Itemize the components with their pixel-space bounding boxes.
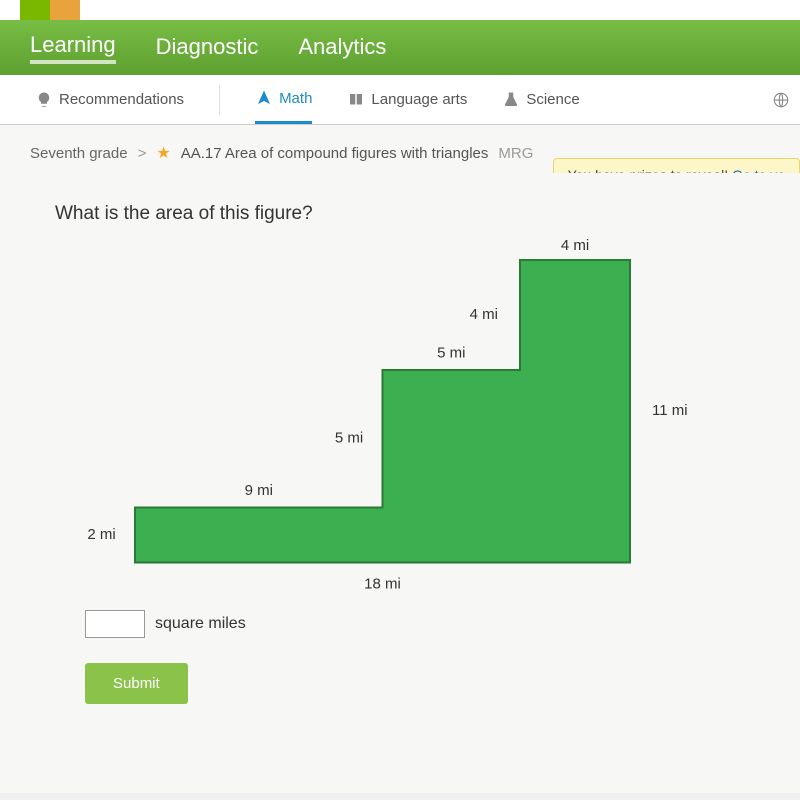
compass-icon	[255, 89, 273, 107]
content-area: What is the area of this figure? 4 mi 4 m…	[0, 173, 800, 793]
compound-figure: 4 mi4 mi5 mi11 mi5 mi9 mi2 mi18 mi	[105, 250, 665, 590]
subnav-math-label: Math	[279, 90, 312, 107]
subnav-recommendations[interactable]: Recommendations	[35, 75, 184, 124]
dimension-label: 5 mi	[335, 430, 363, 447]
globe-icon	[772, 91, 790, 109]
dimension-label: 4 mi	[561, 237, 589, 254]
subnav-science[interactable]: Science	[502, 75, 579, 124]
submit-button[interactable]: Submit	[85, 663, 188, 704]
dimension-label: 5 mi	[437, 344, 465, 361]
subnav-more[interactable]	[772, 75, 790, 124]
nav-analytics[interactable]: Analytics	[298, 34, 386, 62]
nav-diagnostic[interactable]: Diagnostic	[156, 34, 259, 62]
logo-fragment	[20, 0, 80, 20]
subnav-language-arts-label: Language arts	[371, 91, 467, 108]
star-icon: ★	[156, 143, 170, 163]
lightbulb-icon	[35, 91, 53, 109]
flask-icon	[502, 91, 520, 109]
subnav-language-arts[interactable]: Language arts	[347, 75, 467, 124]
chevron-icon: >	[138, 145, 147, 162]
dimension-label: 9 mi	[245, 482, 273, 499]
nav-learning[interactable]: Learning	[30, 32, 116, 64]
figure-area: 4 mi4 mi5 mi11 mi5 mi9 mi2 mi18 mi	[105, 250, 665, 590]
dimension-label: 2 mi	[87, 526, 115, 543]
book-icon	[347, 91, 365, 109]
subnav-math[interactable]: Math	[255, 75, 312, 124]
subnav-recommendations-label: Recommendations	[59, 91, 184, 108]
answer-input[interactable]	[85, 610, 145, 638]
subnav-science-label: Science	[526, 91, 579, 108]
breadcrumb-grade[interactable]: Seventh grade	[30, 145, 128, 162]
divider	[219, 85, 220, 115]
dimension-label: 4 mi	[470, 306, 498, 323]
answer-unit: square miles	[155, 615, 246, 633]
question-text: What is the area of this figure?	[55, 203, 770, 225]
dimension-label: 11 mi	[652, 402, 688, 419]
answer-row: square miles	[85, 610, 770, 638]
sub-nav: Recommendations Math Language arts Scien…	[0, 75, 800, 125]
breadcrumb-topic: AA.17 Area of compound figures with tria…	[181, 145, 489, 162]
logo-bar	[0, 0, 800, 20]
dimension-label: 18 mi	[364, 575, 401, 592]
breadcrumb-code: MRG	[498, 145, 533, 162]
main-nav: Learning Diagnostic Analytics	[0, 20, 800, 75]
